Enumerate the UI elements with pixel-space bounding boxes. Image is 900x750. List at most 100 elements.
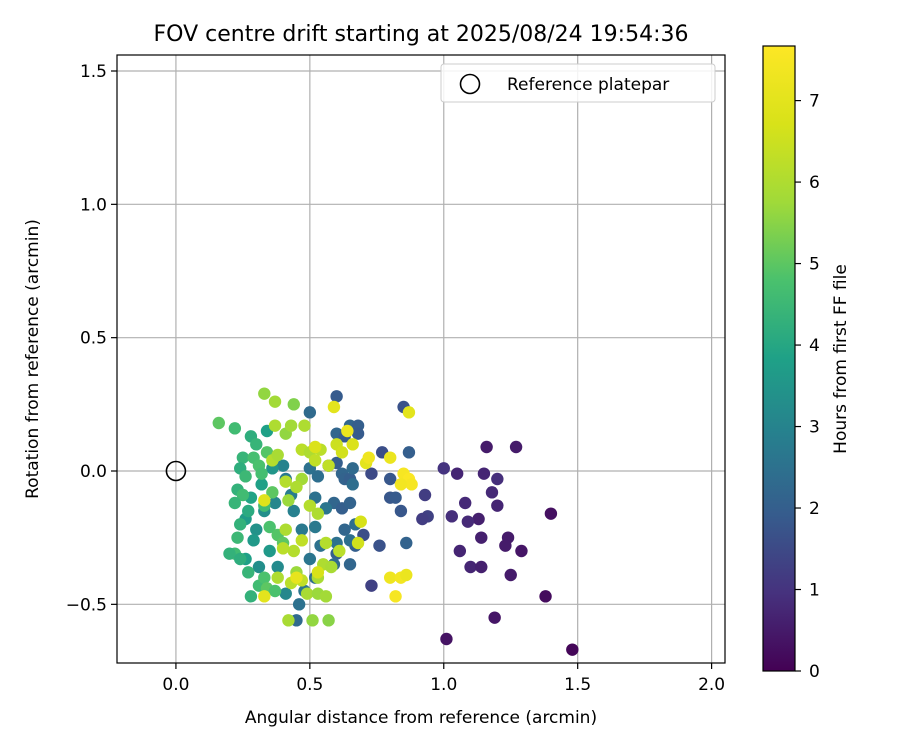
data-point [389, 590, 402, 603]
data-point [445, 510, 459, 523]
data-point [287, 398, 300, 411]
data-point [282, 494, 295, 507]
data-point [263, 544, 276, 558]
data-point [287, 544, 300, 558]
data-point [400, 568, 413, 582]
data-point [365, 467, 378, 480]
data-point [250, 523, 263, 536]
data-point [362, 451, 375, 464]
data-point [258, 387, 271, 400]
colorbar-tick-label: 6 [809, 173, 820, 193]
data-point [319, 536, 333, 550]
x-tick-label: 2.0 [698, 675, 725, 695]
x-tick-label: 1.5 [564, 675, 591, 695]
colorbar-tick-label: 3 [809, 418, 820, 438]
data-point [298, 419, 311, 432]
data-point [333, 544, 346, 558]
data-point [351, 427, 365, 440]
data-point [322, 614, 335, 627]
data-point [491, 499, 504, 512]
data-point [461, 515, 475, 528]
data-point [287, 504, 300, 518]
data-point [504, 568, 517, 582]
data-point [268, 419, 282, 432]
data-point [231, 531, 244, 544]
data-point [322, 459, 335, 472]
data-point [263, 520, 276, 534]
data-point [440, 632, 453, 646]
data-point [319, 590, 333, 603]
data-point [394, 504, 408, 518]
data-point [450, 467, 464, 480]
data-point [276, 459, 290, 472]
data-point [212, 416, 225, 430]
data-point [303, 499, 317, 512]
grid-lines [117, 55, 725, 663]
data-point [239, 470, 252, 483]
x-axis-label: Angular distance from reference (arcmin) [245, 708, 597, 728]
data-point [544, 507, 558, 520]
data-point [276, 542, 290, 555]
data-point [343, 558, 357, 571]
data-point [268, 395, 282, 408]
y-tick-label: 1.5 [80, 62, 107, 82]
data-point [258, 571, 271, 584]
data-point [491, 472, 504, 486]
chart-title: FOV centre drift starting at 2025/08/24 … [154, 22, 689, 47]
y-tick-label: 1.0 [80, 195, 107, 215]
data-point [252, 560, 266, 574]
x-axis-ticks: 0.0 0.5 1.0 1.5 2.0 [162, 663, 725, 695]
y-axis-label: Rotation from reference (arcmin) [23, 219, 43, 499]
data-point [343, 496, 357, 510]
data-point [255, 467, 268, 480]
legend-box [440, 63, 716, 103]
colorbar-tick-label: 1 [809, 581, 820, 601]
data-point [405, 478, 418, 491]
data-point [499, 539, 512, 552]
data-point [475, 531, 488, 544]
data-point [258, 494, 271, 507]
data-point [228, 422, 242, 435]
data-point [271, 571, 284, 584]
data-point [300, 587, 314, 600]
data-point [309, 520, 322, 534]
data-points [212, 387, 579, 656]
data-point [485, 486, 499, 499]
colorbar-label: Hours from first FF file [831, 264, 851, 454]
data-point [242, 504, 255, 518]
data-point [509, 440, 523, 454]
data-point [295, 523, 309, 536]
data-point [475, 560, 488, 574]
data-point [311, 507, 325, 520]
data-point [271, 560, 284, 574]
data-point [279, 587, 292, 600]
data-point [402, 446, 416, 459]
data-point [282, 614, 295, 627]
data-point [346, 438, 359, 451]
data-point [354, 515, 367, 528]
data-point [247, 534, 260, 547]
colorbar: 0 1 2 3 4 5 6 7 Hours from first FF file [762, 45, 851, 682]
data-point [279, 475, 292, 488]
data-point [290, 571, 303, 584]
data-point [303, 406, 317, 419]
data-point [268, 584, 282, 598]
data-point [383, 451, 397, 464]
data-point [464, 560, 477, 574]
y-tick-label: 0.5 [80, 329, 107, 349]
data-point [341, 424, 354, 438]
data-point [539, 590, 552, 603]
y-axis-ticks: −0.5 0.0 0.5 1.0 1.5 [66, 62, 117, 615]
data-point [309, 454, 322, 467]
data-point [311, 470, 325, 483]
data-point [309, 440, 322, 454]
data-point [437, 462, 450, 475]
data-point [325, 560, 338, 574]
data-point [255, 478, 268, 491]
plot-frame [116, 54, 726, 664]
data-point [284, 419, 298, 432]
data-point [228, 496, 242, 510]
data-point [271, 448, 284, 462]
data-point [330, 390, 343, 403]
data-point [234, 518, 247, 531]
